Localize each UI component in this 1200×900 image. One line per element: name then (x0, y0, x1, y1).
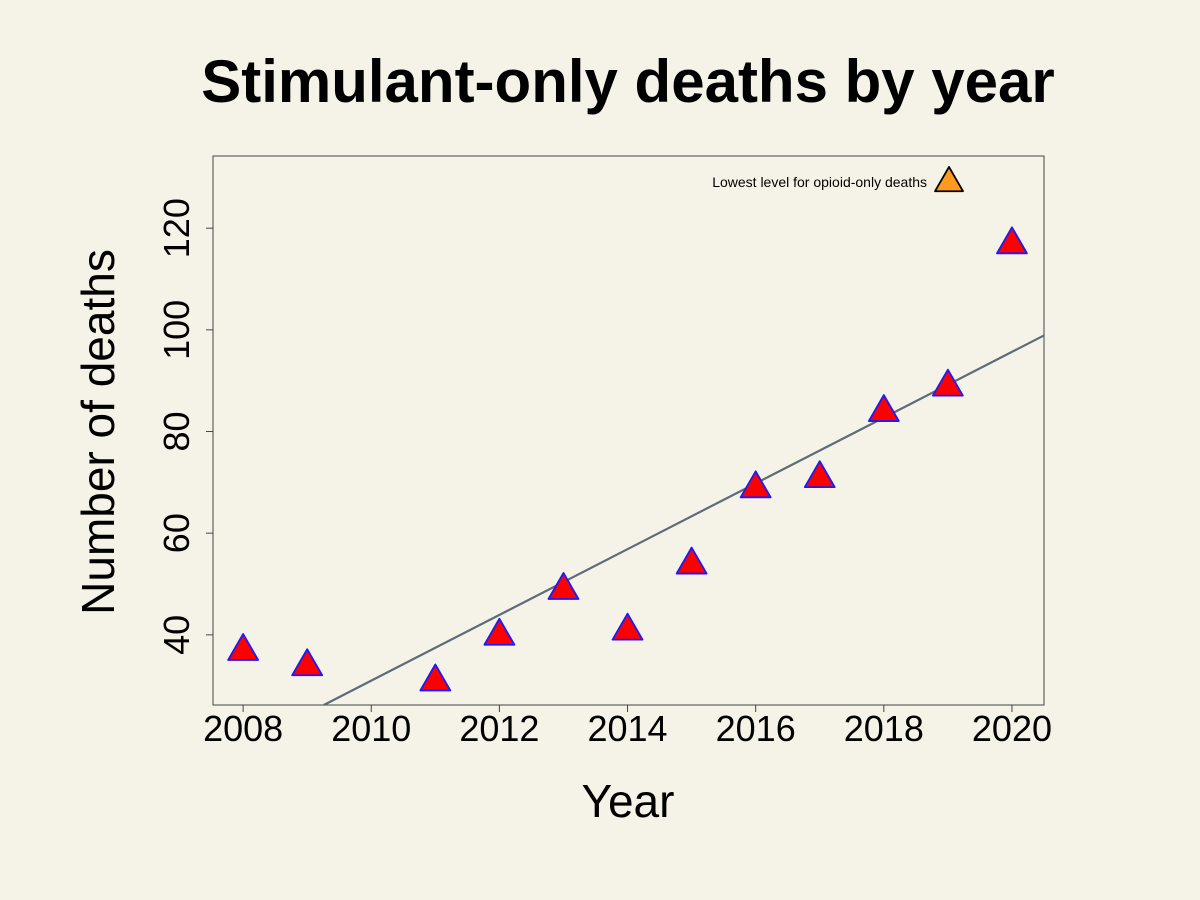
x-tick-label: 2010 (331, 708, 411, 749)
y-tick-label: 100 (156, 300, 197, 360)
x-tick-label: 2014 (587, 708, 667, 749)
y-tick-label: 120 (156, 198, 197, 258)
data-point (867, 394, 900, 422)
data-point (419, 663, 452, 692)
legend: Lowest level for opioid-only deaths (712, 166, 964, 193)
y-tick-label: 80 (156, 411, 197, 451)
y-axis-title: Number of deaths (72, 249, 124, 615)
legend-label: Lowest level for opioid-only deaths (712, 174, 927, 190)
data-point (675, 546, 708, 575)
data-point (227, 633, 260, 661)
data-point (483, 617, 516, 646)
x-axis: 2008 2010 2012 2014 2016 2018 2020 (203, 705, 1052, 749)
data-point (611, 612, 644, 641)
y-axis: 40 60 80 100 120 (156, 198, 213, 655)
y-tick-label: 40 (156, 615, 197, 655)
data-point (291, 648, 324, 677)
data-point (547, 572, 580, 600)
legend-marker (934, 166, 964, 193)
x-tick-label: 2018 (844, 708, 924, 749)
points-layer (227, 226, 1028, 692)
x-axis-title: Year (582, 775, 675, 827)
x-tick-label: 2012 (459, 708, 539, 749)
y-tick-label: 60 (156, 513, 197, 553)
data-point (931, 368, 964, 397)
data-point (803, 460, 836, 489)
x-tick-label: 2008 (203, 708, 283, 749)
x-tick-label: 2020 (972, 708, 1052, 749)
plot-area (212, 155, 1045, 706)
chart-title: Stimulant-only deaths by year (201, 48, 1055, 115)
trend-layer (323, 334, 1045, 706)
data-point (739, 470, 772, 499)
data-point (996, 226, 1028, 255)
trend-line (323, 334, 1045, 706)
x-tick-label: 2016 (716, 708, 796, 749)
